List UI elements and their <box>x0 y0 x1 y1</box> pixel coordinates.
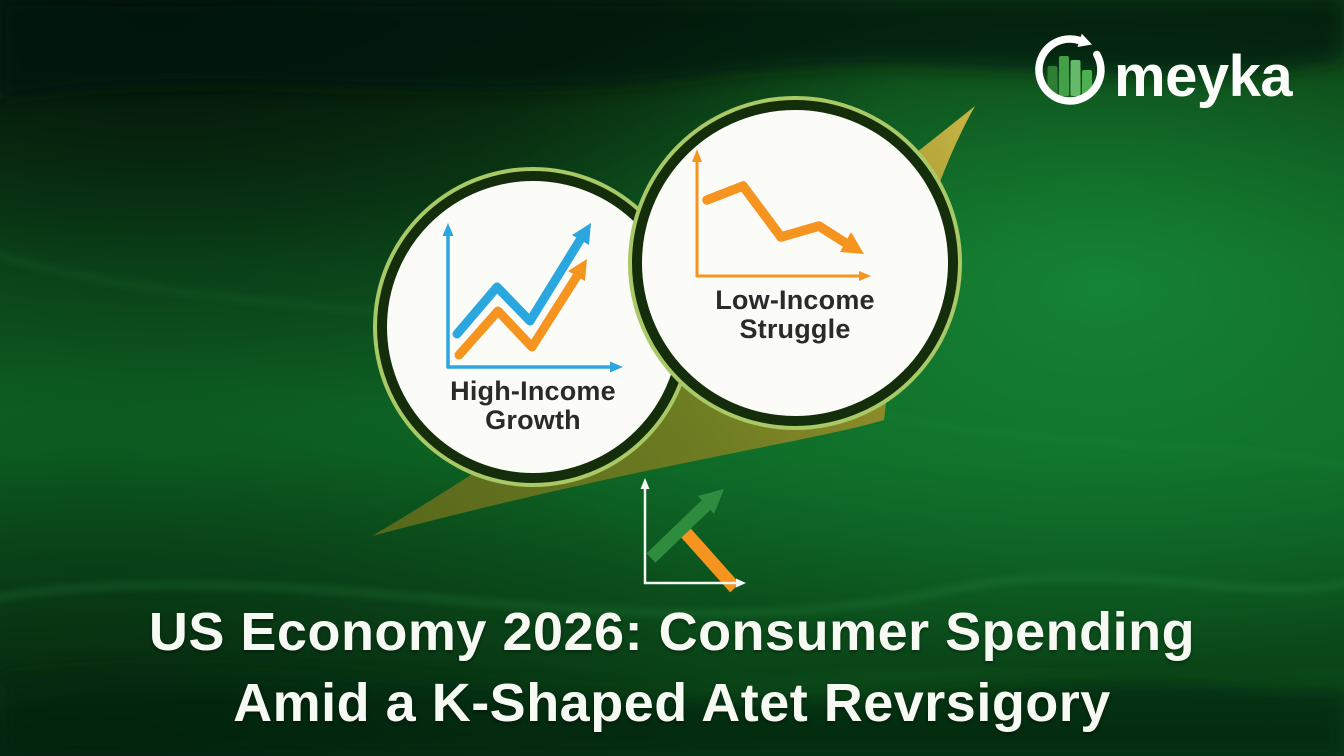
circular-arrow-head <box>1077 33 1092 47</box>
brand-name: meyka <box>1114 44 1293 109</box>
title-line2: Amid a K-Shaped Atet Revrsigory <box>233 673 1111 733</box>
top-dark-wave <box>0 0 1344 100</box>
circular-arrow-bar-chart-icon <box>1035 33 1105 105</box>
circular-arrow <box>1035 35 1105 105</box>
high-income-label: High-Income Growth <box>387 377 679 435</box>
falling-arrow-line-chart-icon <box>692 149 871 281</box>
low-income-label-line2: Struggle <box>739 314 851 344</box>
low-income-label-line1: Low-Income <box>715 285 875 315</box>
low-income-label: Low-Income Struggle <box>642 286 948 344</box>
low-income-badge: Low-Income Struggle <box>632 100 958 426</box>
wave-wisp <box>0 574 1344 616</box>
title-line1: US Economy 2026: Consumer Spending <box>148 602 1196 662</box>
brand-logo: meyka <box>1030 30 1293 110</box>
page-title: US Economy 2026: Consumer Spending Amid … <box>0 597 1344 739</box>
bottom-dark-wave <box>0 669 1344 756</box>
high-income-label-line1: High-Income <box>450 376 616 406</box>
dual-rising-arrow-line-chart-icon <box>442 223 623 373</box>
logo-bars <box>1047 56 1092 96</box>
k-shaped-diverging-arrows-icon <box>640 478 746 593</box>
high-income-label-line2: Growth <box>485 405 581 435</box>
swoosh-ribbon <box>372 106 975 536</box>
